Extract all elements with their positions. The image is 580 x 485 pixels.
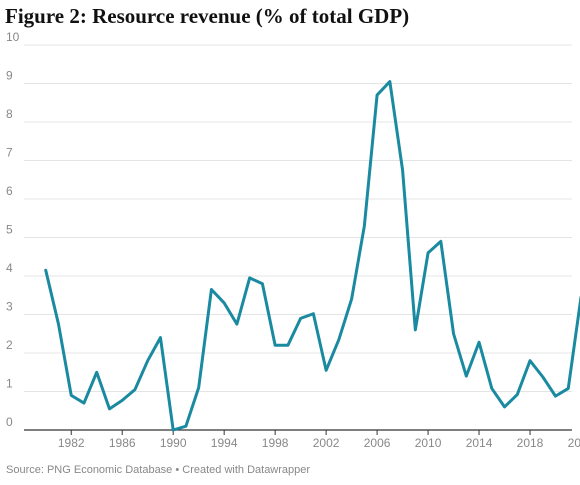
data-point-2012 xyxy=(452,332,455,335)
y-tick-label: 1 xyxy=(6,377,13,391)
data-point-2020 xyxy=(554,395,557,398)
data-point-1984 xyxy=(95,371,98,374)
data-point-1988 xyxy=(146,359,149,362)
y-tick-label: 4 xyxy=(6,261,13,275)
x-tick-label: 2006 xyxy=(364,436,391,450)
data-point-1997 xyxy=(261,282,264,285)
data-point-1993 xyxy=(210,288,213,291)
data-point-1990 xyxy=(172,429,175,432)
data-point-2015 xyxy=(490,387,493,390)
y-tick-label: 9 xyxy=(6,69,13,83)
gridlines xyxy=(24,44,572,392)
data-point-1998 xyxy=(274,344,277,347)
data-point-2019 xyxy=(541,375,544,378)
x-axis-ticks xyxy=(70,430,531,435)
data-point-1995 xyxy=(235,323,238,326)
data-point-1991 xyxy=(184,425,187,428)
y-tick-label: 5 xyxy=(6,223,13,237)
data-point-2016 xyxy=(503,405,506,408)
data-point-1980 xyxy=(44,269,47,272)
data-point-1992 xyxy=(197,386,200,389)
x-tick-label: 1998 xyxy=(262,436,289,450)
x-tick-label: 1990 xyxy=(160,436,187,450)
x-tick-label: 2022 xyxy=(568,436,580,450)
data-point-1989 xyxy=(159,336,162,339)
series-points xyxy=(44,80,580,431)
data-point-2013 xyxy=(465,375,468,378)
source-note: Source: PNG Economic Database • Created … xyxy=(6,464,311,476)
y-tick-label: 10 xyxy=(6,30,20,44)
data-point-2005 xyxy=(363,224,366,227)
x-tick-label: 1986 xyxy=(109,436,136,450)
y-tick-label: 0 xyxy=(6,415,13,429)
y-tick-label: 7 xyxy=(6,146,13,160)
data-point-1999 xyxy=(286,344,289,347)
data-point-1996 xyxy=(248,276,251,279)
data-point-2001 xyxy=(312,312,315,315)
data-point-2002 xyxy=(325,369,328,372)
chart-title: Figure 2: Resource revenue (% of total G… xyxy=(5,4,410,28)
data-point-1982 xyxy=(70,394,73,397)
data-point-2008 xyxy=(401,169,404,172)
x-axis-tick-labels: 1982 1986 1990 1994 1998 2002 2006 2010 2014 2018… xyxy=(58,436,580,450)
data-point-2011 xyxy=(439,240,442,243)
data-point-1981 xyxy=(57,323,60,326)
data-point-2021 xyxy=(567,387,570,390)
x-tick-label: 1982 xyxy=(58,436,85,450)
data-point-2007 xyxy=(388,80,391,83)
data-point-2010 xyxy=(427,251,430,254)
x-tick-label: 1994 xyxy=(211,436,238,450)
data-point-1994 xyxy=(223,301,226,304)
x-tick-label: 2018 xyxy=(517,436,544,450)
data-point-1983 xyxy=(82,402,85,405)
data-point-2004 xyxy=(350,298,353,301)
data-point-2018 xyxy=(529,359,532,362)
series-line-resource-revenue xyxy=(44,80,580,432)
x-tick-label: 2010 xyxy=(415,436,442,450)
data-point-1986 xyxy=(121,399,124,402)
y-tick-label: 6 xyxy=(6,184,13,198)
x-tick-label: 2002 xyxy=(313,436,340,450)
data-point-2006 xyxy=(376,94,379,97)
y-axis-tick-labels: 0 1 2 3 4 5 6 7 8 9 10 xyxy=(6,30,20,429)
data-point-2009 xyxy=(414,328,417,331)
data-point-2003 xyxy=(337,338,340,341)
y-tick-label: 8 xyxy=(6,107,13,121)
data-point-2000 xyxy=(299,317,302,320)
data-point-1985 xyxy=(108,407,111,410)
data-point-2017 xyxy=(516,393,519,396)
x-tick-label: 2014 xyxy=(466,436,493,450)
y-tick-label: 2 xyxy=(6,338,13,352)
y-tick-label: 3 xyxy=(6,300,13,314)
data-point-2014 xyxy=(478,341,481,344)
data-point-1987 xyxy=(133,388,136,391)
